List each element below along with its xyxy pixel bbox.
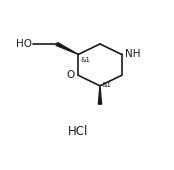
Polygon shape [56, 42, 78, 54]
Text: HO: HO [16, 39, 32, 49]
Text: &1: &1 [80, 57, 90, 63]
Text: &1: &1 [102, 82, 112, 88]
Text: HCl: HCl [68, 125, 89, 138]
Polygon shape [98, 86, 102, 104]
Text: NH: NH [125, 49, 140, 60]
Text: O: O [67, 70, 75, 80]
